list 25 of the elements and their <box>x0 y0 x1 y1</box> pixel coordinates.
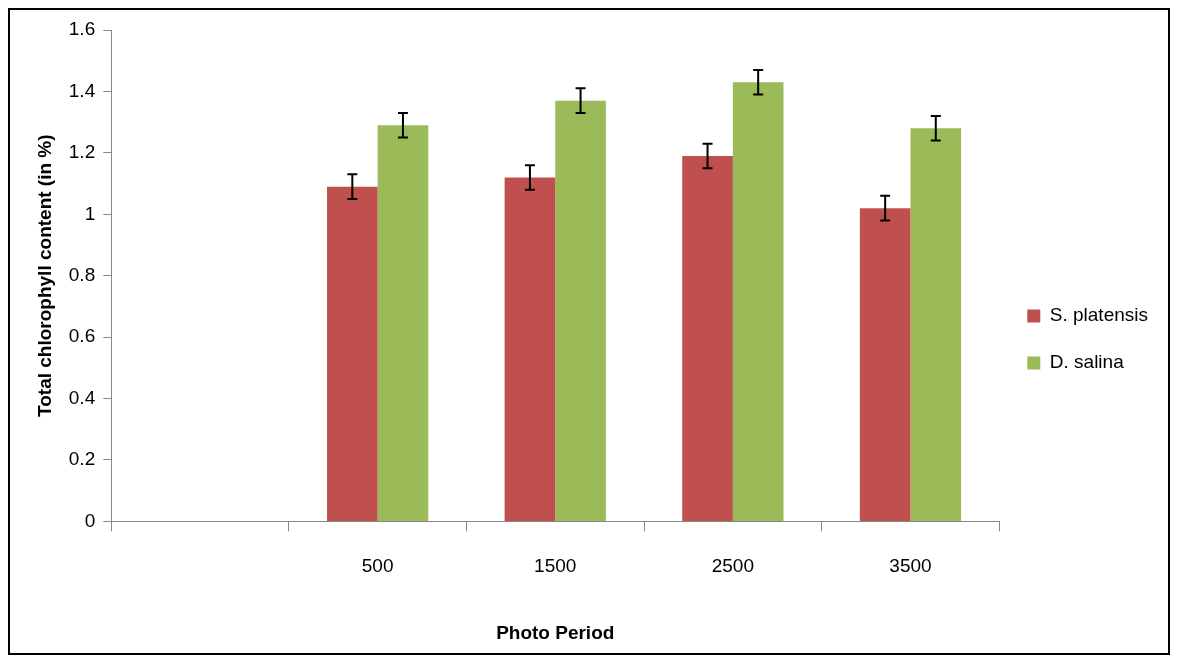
bar <box>910 128 962 521</box>
x-tick-label: 1500 <box>534 555 577 577</box>
y-tick-label: 0.2 <box>68 448 96 470</box>
bar <box>859 208 911 521</box>
x-tick-label: 500 <box>361 555 394 577</box>
legend-label: S. platensis <box>1049 304 1149 326</box>
y-tick-label: 0.4 <box>68 386 96 408</box>
x-tick-label: 2500 <box>711 555 754 577</box>
bar <box>555 100 606 521</box>
y-tick-label: 0 <box>84 509 96 531</box>
x-tick-label: 3500 <box>889 555 932 577</box>
bar <box>504 177 556 521</box>
bar <box>327 186 378 521</box>
y-tick-label: 1.2 <box>68 141 96 163</box>
bar <box>682 155 733 521</box>
x-axis-title: Photo Period <box>496 621 615 643</box>
y-tick-label: 1.6 <box>68 18 96 40</box>
y-axis-title: Total chlorophyll content (in %) <box>33 134 55 417</box>
legend-label: D. salina <box>1049 351 1125 373</box>
bar <box>377 125 429 521</box>
y-tick-label: 1.4 <box>68 79 96 101</box>
y-tick-label: 0.6 <box>68 325 96 347</box>
y-tick-label: 0.8 <box>68 263 96 285</box>
y-tick-label: 1 <box>84 202 96 224</box>
bar <box>732 82 784 521</box>
